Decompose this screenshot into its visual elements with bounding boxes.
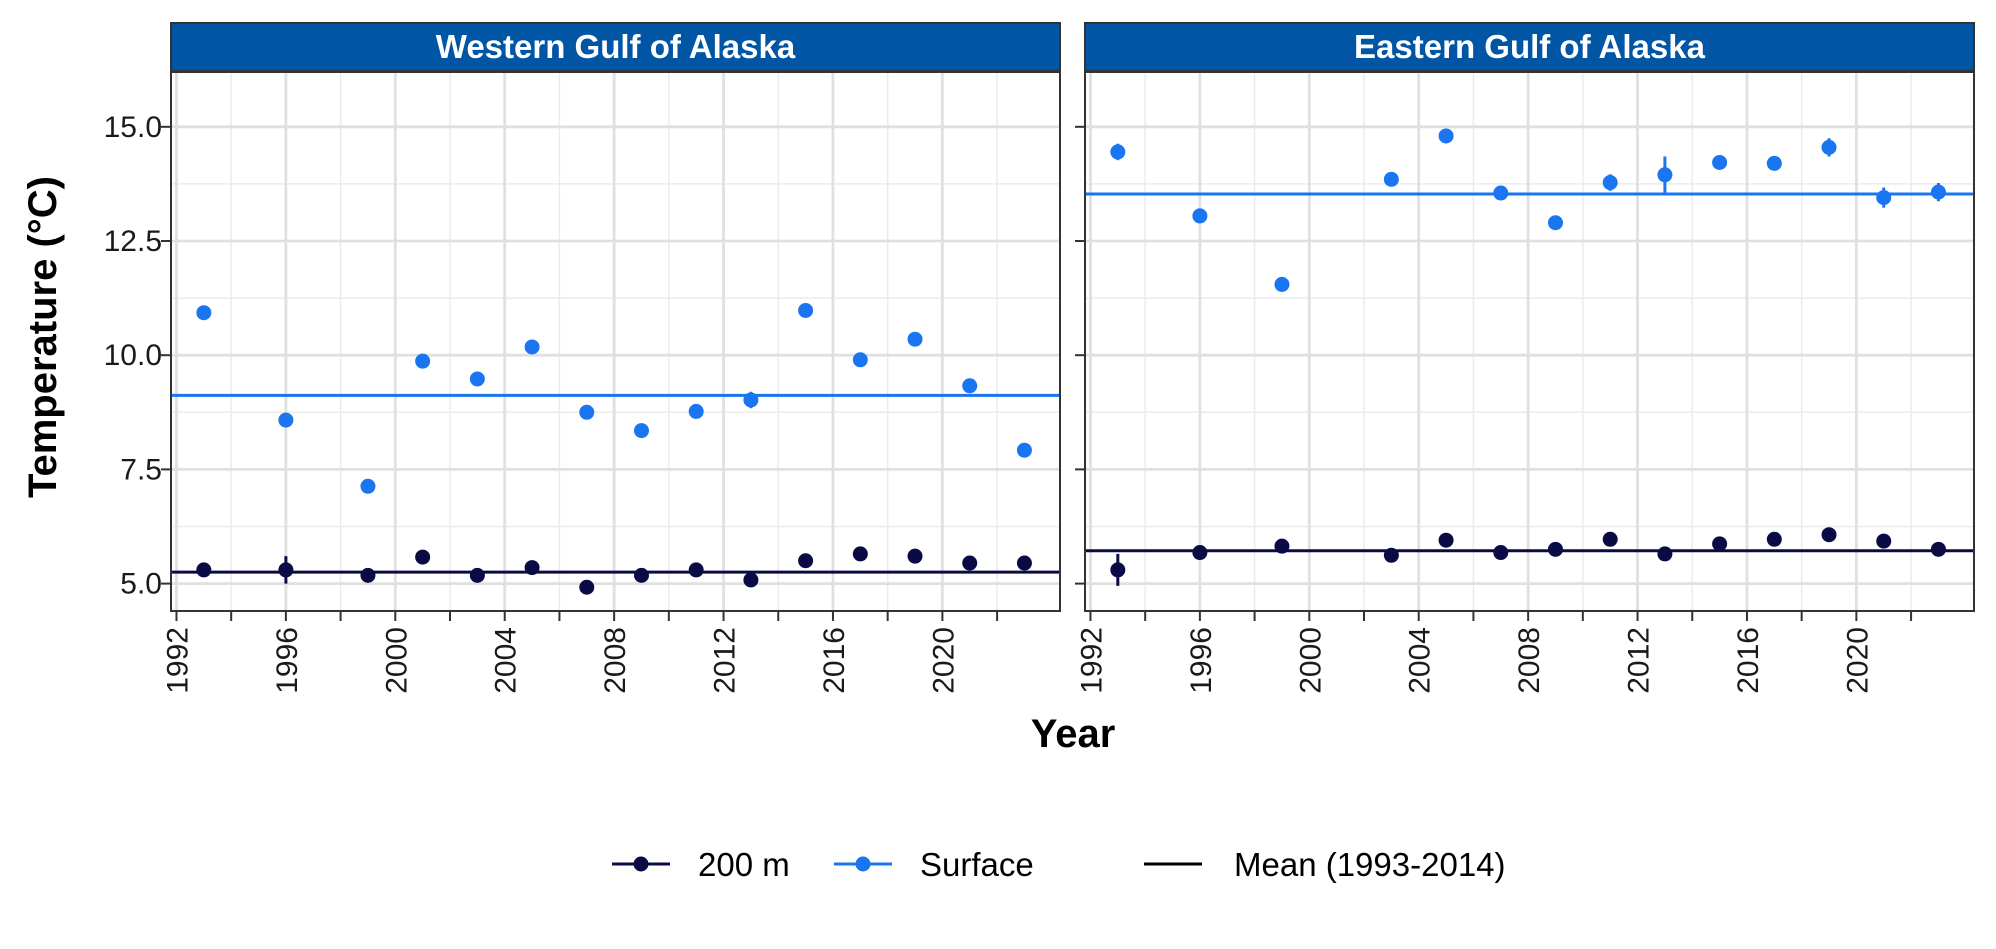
panel-strip — [170, 22, 1061, 72]
data-point-surface — [1930, 184, 1946, 200]
data-point-surface — [278, 412, 294, 428]
data-point-surface — [1876, 190, 1892, 206]
data-point-200m — [1110, 562, 1126, 578]
data-point-surface — [1657, 167, 1673, 183]
data-point-200m — [1821, 527, 1837, 543]
x-tick-label: 2012 — [1623, 627, 1656, 694]
data-point-surface — [415, 353, 431, 369]
legend-label-mean: Mean (1993-2014) — [1234, 846, 1506, 883]
y-axis-title: Temperature (°C) — [21, 176, 65, 498]
x-tick-label: 2004 — [1404, 627, 1437, 694]
x-tick-label: 2008 — [599, 627, 632, 694]
panel-western: Western Gulf of Alaska 1992 1996 2000 2004 20… — [161, 22, 1061, 694]
panel-title: Eastern Gulf of Alaska — [1354, 28, 1706, 65]
data-point-200m — [469, 567, 485, 583]
x-tick-label: 1996 — [1185, 627, 1218, 694]
data-point-200m — [1547, 541, 1563, 557]
data-point-200m — [1876, 533, 1892, 549]
y-tick-label: 15.0 — [104, 111, 162, 144]
data-point-200m — [962, 555, 978, 571]
data-point-200m — [1766, 531, 1782, 547]
data-point-200m — [1192, 545, 1208, 561]
data-point-200m — [743, 572, 759, 588]
x-tick-label: 1992 — [161, 627, 194, 694]
legend-label-200m: 200 m — [698, 846, 790, 883]
data-point-surface — [798, 302, 814, 318]
legend-key-200m-point — [633, 856, 649, 872]
data-point-200m — [196, 562, 212, 578]
data-point-200m — [1438, 532, 1454, 548]
data-point-200m — [1657, 546, 1673, 562]
data-point-200m — [524, 560, 540, 576]
y-tick-label: 5.0 — [120, 568, 162, 601]
data-point-surface — [1712, 154, 1728, 170]
data-point-surface — [852, 352, 868, 368]
y-tick-label: 10.0 — [104, 339, 162, 372]
data-point-surface — [743, 392, 759, 408]
data-point-surface — [633, 423, 649, 439]
panel-eastern: Eastern Gulf of Alaska 1992 1996 2000 2004 20… — [1075, 22, 1975, 694]
data-point-surface — [1016, 442, 1032, 458]
data-point-surface — [1493, 185, 1509, 201]
data-point-200m — [798, 553, 814, 569]
data-point-200m — [852, 546, 868, 562]
x-tick-label: 2016 — [1732, 627, 1765, 694]
x-tick-label: 2000 — [1294, 627, 1327, 694]
data-point-surface — [1192, 208, 1208, 224]
data-point-surface — [1766, 155, 1782, 171]
data-point-200m — [1493, 545, 1509, 561]
data-point-200m — [1383, 547, 1399, 563]
x-tick-label: 1996 — [271, 627, 304, 694]
data-point-surface — [962, 378, 978, 394]
data-point-200m — [1602, 531, 1618, 547]
x-tick-label: 2020 — [1841, 627, 1874, 694]
data-point-surface — [196, 305, 212, 321]
data-point-surface — [579, 404, 595, 420]
x-tick-label: 2000 — [380, 627, 413, 694]
panels: Western Gulf of Alaska 1992 1996 2000 2004 20… — [161, 22, 1975, 694]
data-point-surface — [1383, 171, 1399, 187]
data-point-surface — [524, 339, 540, 355]
x-tick-label: 2020 — [927, 627, 960, 694]
data-point-surface — [907, 331, 923, 347]
data-point-surface — [360, 478, 376, 494]
x-tick-label: 2016 — [818, 627, 851, 694]
data-point-200m — [1274, 538, 1290, 554]
legend-key-surface-point — [855, 856, 871, 872]
data-point-200m — [579, 579, 595, 595]
y-tick-labels: 5.0 7.5 10.0 12.5 15.0 — [104, 111, 162, 601]
data-point-surface — [1438, 128, 1454, 144]
legend: 200 m Surface Mean (1993-2014) — [612, 846, 1506, 883]
y-tick-label: 12.5 — [104, 225, 162, 258]
data-point-200m — [688, 562, 704, 578]
x-tick-label: 2012 — [709, 627, 742, 694]
data-point-surface — [1547, 215, 1563, 231]
panel-strip — [1084, 22, 1975, 72]
data-point-surface — [469, 371, 485, 387]
data-point-surface — [1602, 175, 1618, 191]
x-tick-label: 2008 — [1513, 627, 1546, 694]
data-point-200m — [1016, 555, 1032, 571]
data-point-200m — [360, 567, 376, 583]
data-point-200m — [1712, 536, 1728, 552]
legend-label-surface: Surface — [920, 846, 1034, 883]
data-point-surface — [1274, 276, 1290, 292]
data-point-200m — [1930, 541, 1946, 557]
panel-title: Western Gulf of Alaska — [436, 28, 796, 65]
x-tick-label: 1992 — [1075, 627, 1108, 694]
data-point-200m — [415, 549, 431, 565]
x-axis-title: Year — [1031, 712, 1116, 756]
data-point-200m — [633, 567, 649, 583]
data-point-200m — [907, 548, 923, 564]
data-point-surface — [1821, 139, 1837, 155]
data-point-surface — [1110, 144, 1126, 160]
data-point-200m — [278, 562, 294, 578]
x-tick-label: 2004 — [490, 627, 523, 694]
data-point-surface — [688, 403, 704, 419]
y-tick-label: 7.5 — [120, 453, 162, 486]
